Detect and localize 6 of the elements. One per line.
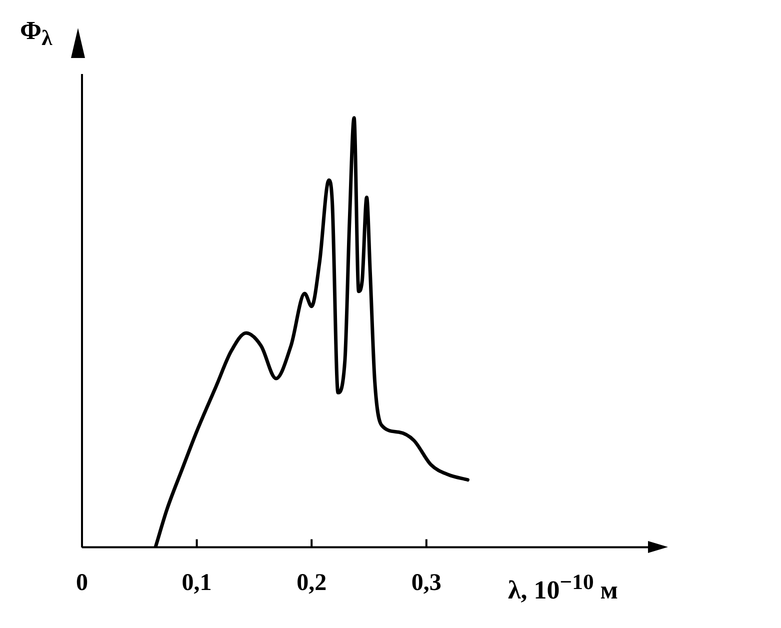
- x-tick-label: 0,1: [182, 570, 212, 596]
- x-tick-label: 0,2: [296, 570, 327, 596]
- x-axis-title: λ, 10$^{−10}$ м: [508, 570, 618, 606]
- y-axis-title: Φ$_{λ}$: [20, 16, 52, 52]
- x-tick-label: 0: [76, 570, 88, 596]
- x-tick-label: 0,3: [411, 570, 442, 596]
